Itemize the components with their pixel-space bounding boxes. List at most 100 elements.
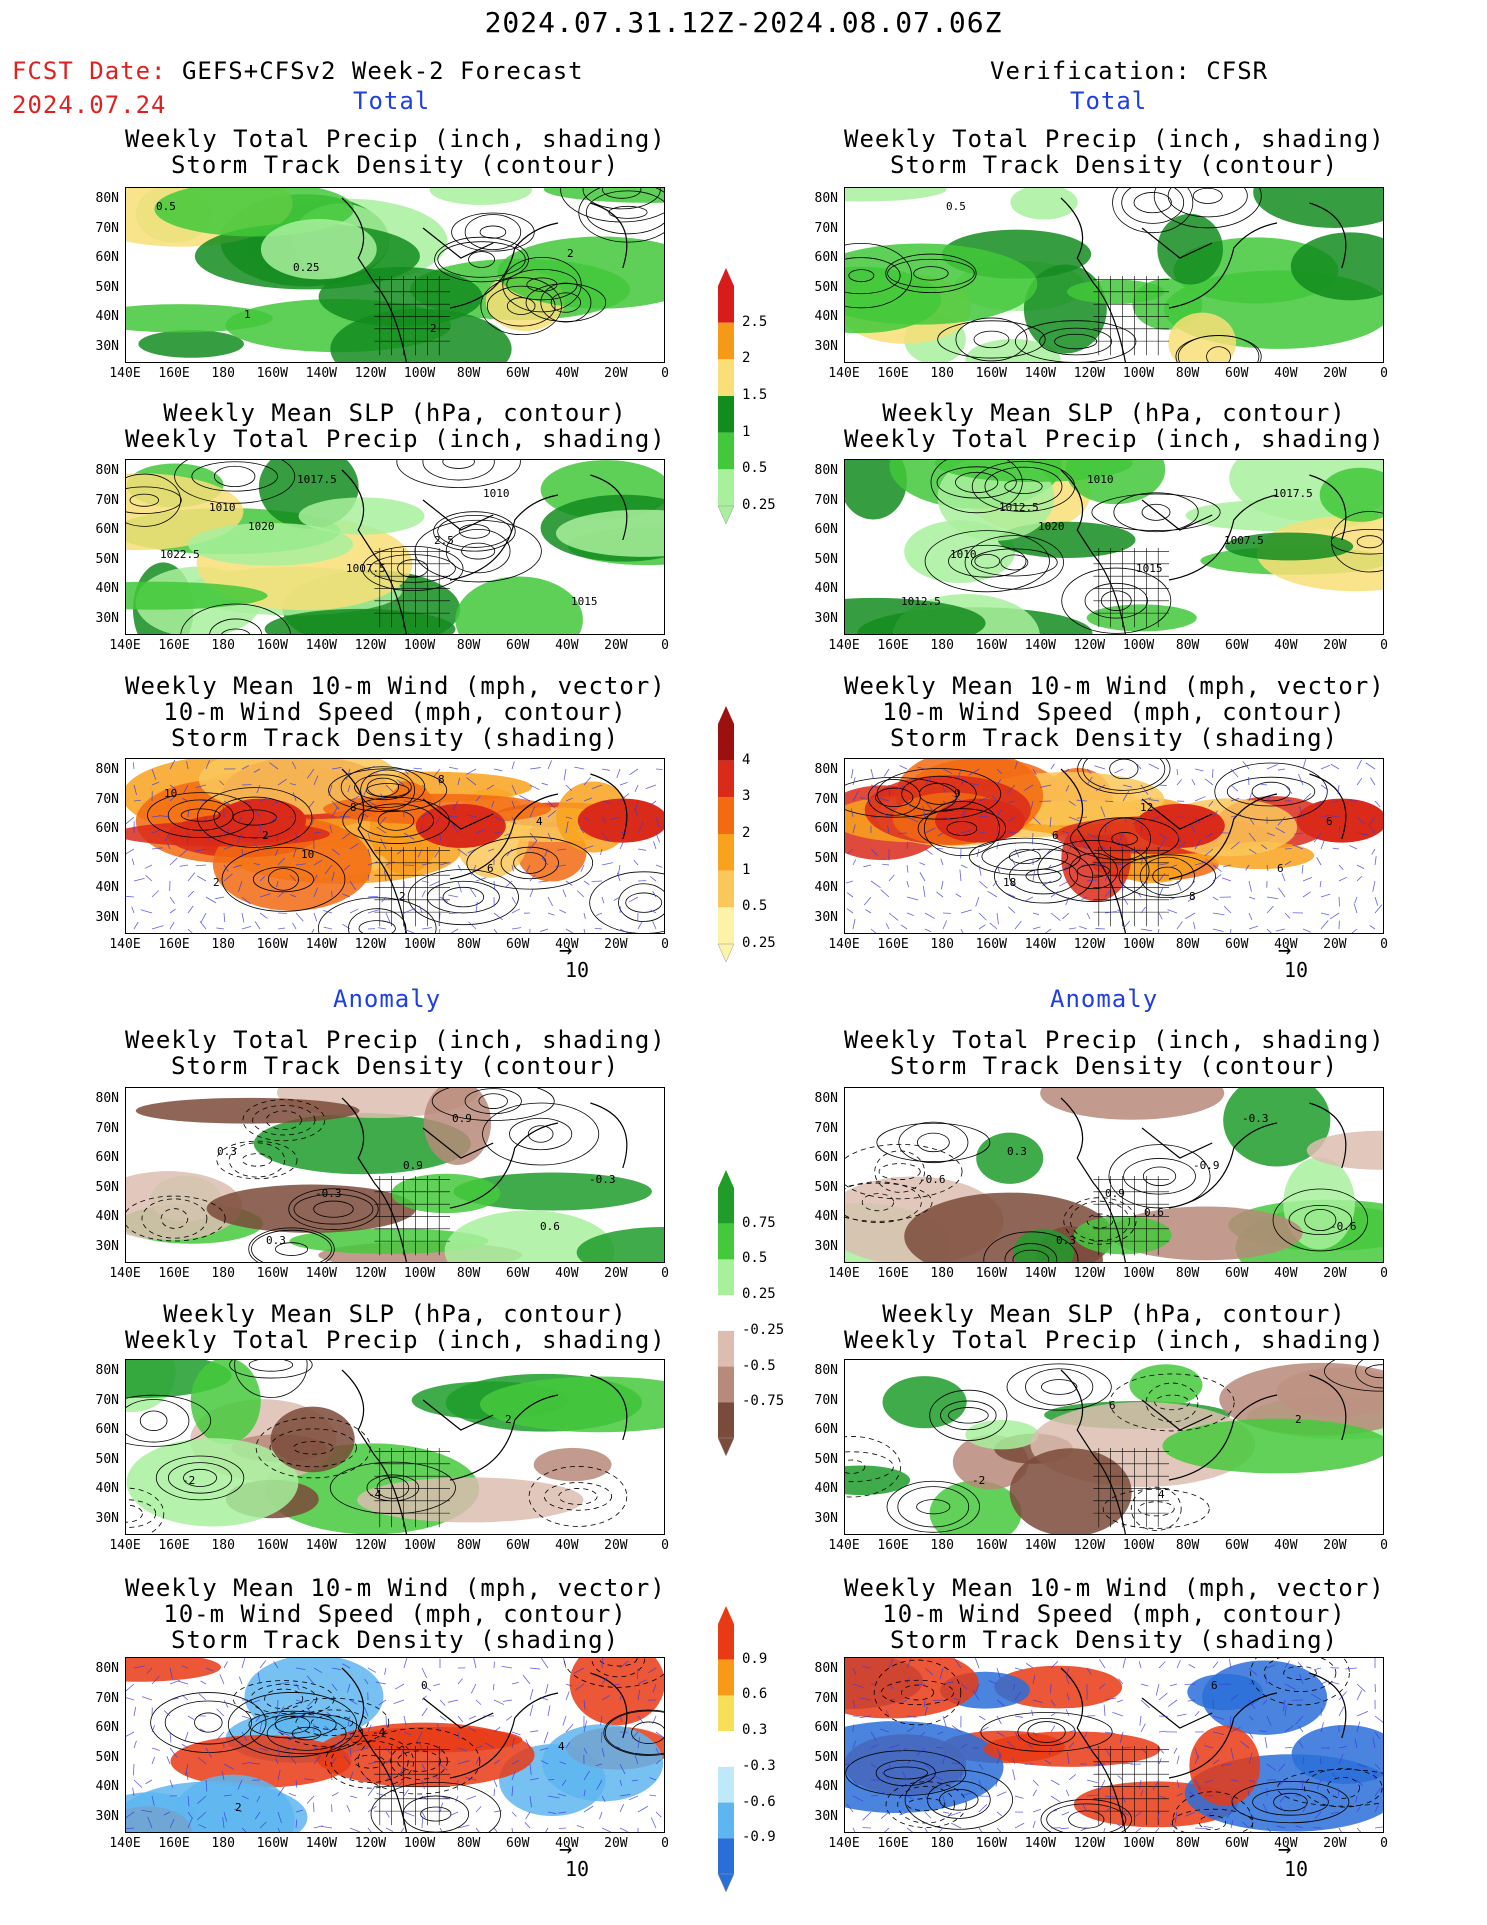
lon-tick-label: 60W — [1224, 1266, 1249, 1281]
contour-line — [918, 782, 959, 805]
wind-vector — [493, 1779, 498, 1788]
lon-tick-label: 20W — [604, 937, 628, 952]
wind-vector — [937, 1731, 944, 1735]
wind-vector — [1356, 1779, 1363, 1787]
shading-area — [391, 1173, 501, 1214]
wind-vector — [529, 767, 541, 770]
wind-vector — [1229, 1715, 1232, 1727]
wind-vector — [649, 800, 657, 806]
wind-vector — [655, 768, 663, 770]
contour-line — [1061, 567, 1172, 634]
contour-line — [1355, 1360, 1383, 1389]
wind-vector — [1248, 1667, 1258, 1676]
wind-vector — [1297, 1661, 1304, 1669]
wind-vector — [475, 901, 478, 914]
lon-tick-label: 60W — [1224, 1538, 1249, 1553]
wind-vector — [1354, 896, 1358, 904]
wind-vector — [421, 1695, 427, 1701]
wind-vector — [1032, 1731, 1038, 1737]
wind-vector — [1094, 1763, 1106, 1766]
wind-vector — [325, 1697, 333, 1701]
wind-vector — [1374, 800, 1381, 808]
wind-vector — [1212, 1715, 1225, 1720]
wind-vector — [375, 1681, 387, 1685]
contour-label: 1017.5 — [297, 473, 337, 486]
wind-vector — [1356, 864, 1365, 869]
contour-line — [155, 1455, 245, 1501]
wind-vector — [1374, 1763, 1381, 1770]
wind-vector — [978, 1715, 986, 1721]
wind-vector — [1005, 892, 1016, 898]
wind-vector — [859, 1697, 872, 1701]
lat-tick-label: 70N — [95, 1120, 119, 1136]
wind-vector — [468, 1715, 477, 1720]
contour-label: 1012.5 — [901, 595, 941, 608]
lat-tick-label: 80N — [814, 1091, 838, 1106]
wind-vector — [852, 1795, 864, 1802]
wind-vector — [1063, 768, 1070, 774]
contour-line — [845, 777, 957, 818]
wind-vector — [1284, 1705, 1287, 1717]
wind-vector — [1095, 928, 1106, 930]
wind-vector — [277, 1786, 285, 1797]
contour-label: 1010 — [950, 548, 977, 561]
wind-vector — [1185, 1811, 1196, 1817]
shading-area — [314, 1722, 535, 1788]
lon-tick-label: 40W — [1274, 1266, 1298, 1281]
wind-vector — [439, 1802, 444, 1813]
contour-line — [845, 1436, 902, 1498]
wind-vector — [631, 1779, 639, 1782]
contour-line — [442, 460, 475, 469]
wind-vector — [978, 815, 989, 818]
wind-vector — [141, 1696, 153, 1701]
contour-label: 0.3 — [1056, 1234, 1076, 1247]
contour-label: 4 — [1158, 1488, 1165, 1501]
wind-vector — [1104, 1731, 1116, 1734]
wind-vector — [1050, 912, 1061, 921]
lon-tick-label: 40W — [555, 1836, 579, 1851]
wind-vector — [323, 910, 333, 914]
wind-vector — [1372, 880, 1376, 892]
contour-line — [1084, 582, 1148, 619]
wind-vector — [291, 761, 297, 770]
wind-vector — [169, 794, 177, 802]
lon-tick-label: 140W — [1024, 638, 1057, 653]
shading-area — [260, 219, 377, 280]
wind-vector — [438, 912, 441, 925]
contour-line — [845, 1451, 894, 1483]
wind-vector — [1194, 816, 1200, 824]
lat-tick-label: 60N — [814, 1720, 838, 1735]
wind-vector — [1230, 768, 1239, 778]
wind-vector — [197, 875, 207, 882]
lon-tick-label: 160W — [256, 638, 288, 653]
wind-vector — [631, 1731, 639, 1739]
wind-vector — [538, 880, 549, 883]
wind-vector — [347, 1683, 351, 1693]
wind-vector — [1050, 1779, 1060, 1786]
coastline — [341, 469, 628, 634]
wind-vector — [978, 880, 988, 889]
wind-vector — [1369, 925, 1376, 930]
contour-line — [342, 796, 450, 844]
wind-vector — [559, 909, 567, 914]
wind-vector — [583, 1789, 586, 1797]
map-plot: -0.30.9-0.30.30.90.60.3 — [126, 1088, 664, 1262]
wind-vector — [583, 1747, 588, 1754]
wind-vector — [169, 1779, 174, 1788]
wind-vector — [1031, 832, 1034, 845]
wind-vector — [169, 857, 178, 866]
contour-line — [1175, 335, 1262, 362]
wind-vector — [311, 816, 315, 826]
lon-tick-label: 140W — [1024, 1266, 1057, 1281]
wind-vector — [547, 1795, 560, 1799]
wind-vector — [187, 890, 195, 898]
wind-vector — [1354, 1738, 1358, 1749]
wind-vector — [885, 1709, 890, 1717]
wind-vector — [1060, 1827, 1070, 1830]
wind-vector — [1230, 797, 1240, 802]
wind-vector — [978, 864, 982, 876]
wind-vector — [529, 840, 538, 850]
wind-vector — [924, 912, 935, 919]
wind-vector — [633, 1753, 639, 1765]
wind-vector — [884, 1827, 890, 1832]
